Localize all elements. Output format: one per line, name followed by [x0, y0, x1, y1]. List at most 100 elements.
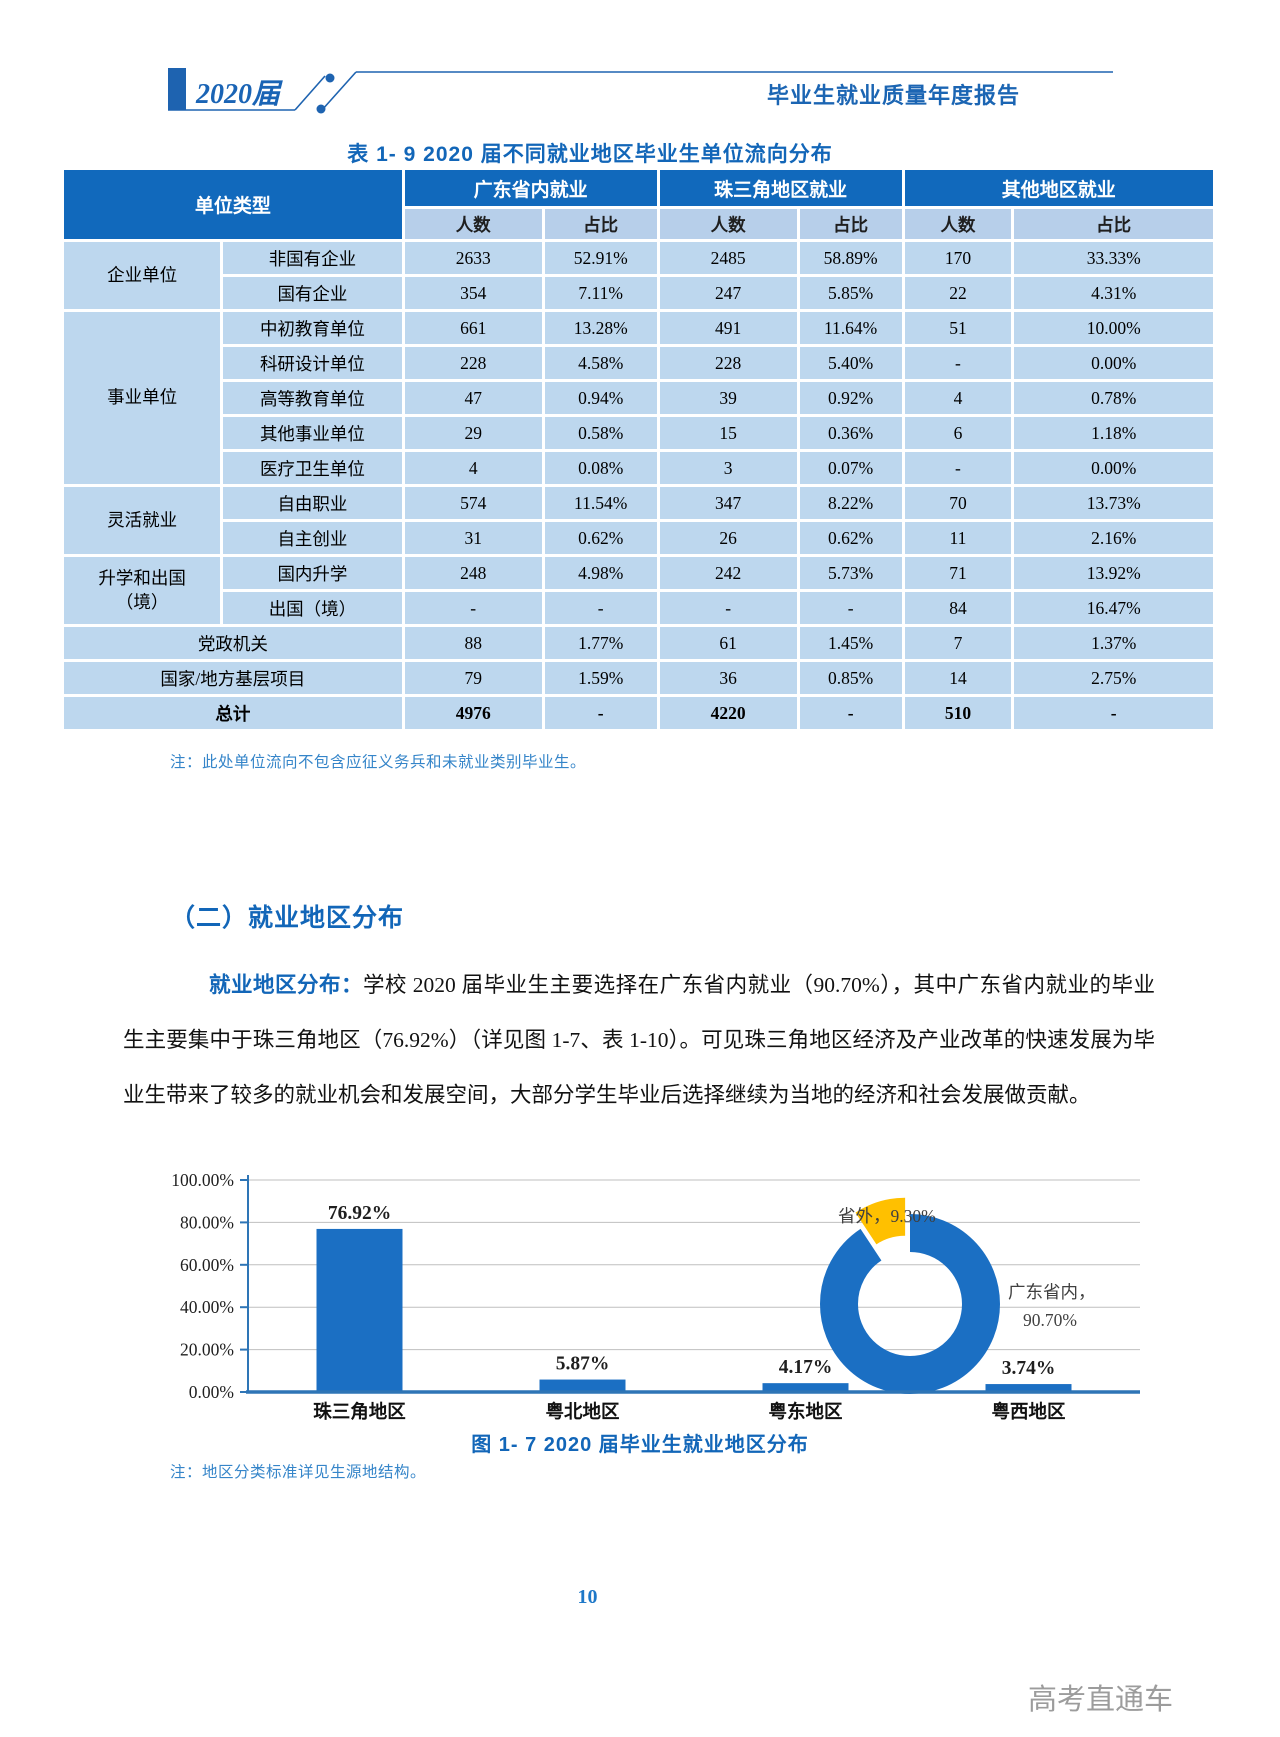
row-label-cell: 国有企业: [223, 277, 402, 309]
x-axis-label: 粤北地区: [545, 1401, 619, 1423]
value-cell: 0.85%: [799, 662, 902, 694]
bar: [316, 1228, 403, 1392]
y-axis-tick-label: 40.00%: [180, 1297, 234, 1317]
y-axis-tick-label: 80.00%: [180, 1212, 234, 1232]
corner-header-cell: 单位类型: [64, 170, 402, 239]
header-blue-block-icon: [168, 68, 186, 110]
value-cell: 79: [404, 662, 542, 694]
row-label-cell: 出国（境）: [223, 592, 402, 624]
value-cell: 7: [904, 627, 1012, 659]
row-label-cell: 党政机关: [64, 627, 402, 659]
donut-label-inside-line1: 广东省内，: [1008, 1282, 1096, 1302]
report-title: 毕业生就业质量年度报告: [766, 83, 1020, 108]
value-cell: 0.94%: [544, 382, 657, 414]
table-row: 党政机关 88 1.77% 61 1.45% 7 1.37%: [64, 627, 1213, 659]
value-cell: -: [1014, 697, 1213, 729]
page-number: 10: [577, 1586, 598, 1608]
value-cell: -: [544, 697, 657, 729]
value-cell: 4.98%: [544, 557, 657, 589]
sub-header-cell: 人数: [659, 209, 797, 239]
value-cell: 2.16%: [1014, 522, 1213, 554]
value-cell: 26: [659, 522, 797, 554]
value-cell: -: [544, 592, 657, 624]
value-cell: 11.54%: [544, 487, 657, 519]
bar-value-label: 3.74%: [1002, 1358, 1056, 1379]
table-head: 单位类型 广东省内就业 珠三角地区就业 其他地区就业 人数 占比 人数 占比 人数 占比: [64, 170, 1213, 239]
value-cell: 13.92%: [1014, 557, 1213, 589]
donut-label-inside-line2: 90.70%: [1023, 1310, 1077, 1330]
table-row: 自主创业 31 0.62% 26 0.62% 11 2.16%: [64, 522, 1213, 554]
donut-segment-main: [820, 1214, 1000, 1394]
value-cell: 170: [904, 242, 1012, 274]
table-row: 事业单位 中初教育单位 661 13.28% 491 11.64% 51 10.00%: [64, 312, 1213, 484]
value-cell: 1.45%: [799, 627, 902, 659]
row-label-cell: 总计: [64, 697, 402, 729]
row-label-cell: 自主创业: [223, 522, 402, 554]
value-cell: 52.91%: [544, 242, 657, 274]
row-label-cell: 国内升学: [223, 557, 402, 589]
table-title: 表 1- 9 2020 届不同就业地区毕业生单位流向分布: [347, 143, 833, 166]
value-cell: 2485: [659, 242, 797, 274]
header-year-badge: 2020届: [195, 79, 283, 110]
table-note: 注：此处单位流向不包含应征义务兵和未就业类别毕业生。: [170, 754, 587, 771]
sub-header-cell: 人数: [404, 209, 542, 239]
value-cell: -: [799, 592, 902, 624]
y-axis-tick-label: 20.00%: [180, 1340, 234, 1360]
sub-header-cell: 占比: [799, 209, 902, 239]
value-cell: 0.92%: [799, 382, 902, 414]
value-cell: 248: [404, 557, 542, 589]
value-cell: -: [659, 592, 797, 624]
value-cell: 0.36%: [799, 417, 902, 449]
value-cell: 5.73%: [799, 557, 902, 589]
group-header-cell: 珠三角地区就业: [659, 170, 902, 206]
value-cell: 39: [659, 382, 797, 414]
value-cell: 0.00%: [1014, 347, 1213, 379]
group-header-cell: 广东省内就业: [404, 170, 657, 206]
category-cell: 升学和出国 （境）: [64, 557, 221, 624]
value-cell: 1.18%: [1014, 417, 1213, 449]
value-cell: 510: [904, 697, 1012, 729]
header-dot-icon: [316, 104, 326, 114]
value-cell: 5.85%: [799, 277, 902, 309]
value-cell: 15: [659, 417, 797, 449]
bar-value-label: 4.17%: [779, 1357, 833, 1378]
value-cell: 70: [904, 487, 1012, 519]
watermark: 高考直通车: [1028, 1684, 1174, 1716]
sub-header-cell: 人数: [904, 209, 1012, 239]
section-heading: （二）就业地区分布: [170, 904, 405, 932]
value-cell: 14: [904, 662, 1012, 694]
value-cell: 4976: [404, 697, 542, 729]
value-cell: 242: [659, 557, 797, 589]
value-cell: 3: [659, 452, 797, 484]
table-body: 企业单位 非国有企业 2633 52.91% 2485 58.89% 170 33.33% 国有…: [64, 242, 1213, 729]
value-cell: 347: [659, 487, 797, 519]
value-cell: 51: [904, 312, 1012, 344]
header-dot-icon: [325, 73, 335, 83]
header-decoration: 2020届: [168, 68, 1113, 114]
value-cell: 354: [404, 277, 542, 309]
x-axis-label: 珠三角地区: [313, 1401, 406, 1423]
header-diagonal-line-2: [321, 71, 357, 111]
value-cell: 13.73%: [1014, 487, 1213, 519]
value-cell: 5.40%: [799, 347, 902, 379]
value-cell: 1.37%: [1014, 627, 1213, 659]
value-cell: 71: [904, 557, 1012, 589]
employment-region-chart: 0.00% 20.00% 40.00% 60.00% 80.00% 100.00% 76.9…: [171, 1170, 1140, 1423]
value-cell: 61: [659, 627, 797, 659]
header-diagonal-line: [294, 75, 326, 111]
value-cell: 10.00%: [1014, 312, 1213, 344]
value-cell: 0.78%: [1014, 382, 1213, 414]
bar: [539, 1379, 626, 1392]
donut-label-outside: 省外，9.30%: [838, 1206, 936, 1226]
table-row: 企业单位 非国有企业 2633 52.91% 2485 58.89% 170 33.33%: [64, 242, 1213, 309]
value-cell: 4: [904, 382, 1012, 414]
value-cell: 13.28%: [544, 312, 657, 344]
value-cell: 58.89%: [799, 242, 902, 274]
value-cell: 16.47%: [1014, 592, 1213, 624]
table-row: 科研设计单位 228 4.58% 228 5.40% -0.00%: [64, 347, 1213, 379]
value-cell: 2633: [404, 242, 542, 274]
value-cell: 22: [904, 277, 1012, 309]
table-row: 国家/地方基层项目 79 1.59% 36 0.85% 14 2.75%: [64, 662, 1213, 694]
value-cell: 2.75%: [1014, 662, 1213, 694]
table-row: 灵活就业 自由职业 574 11.54% 347 8.22% 70 13.73%: [64, 487, 1213, 554]
